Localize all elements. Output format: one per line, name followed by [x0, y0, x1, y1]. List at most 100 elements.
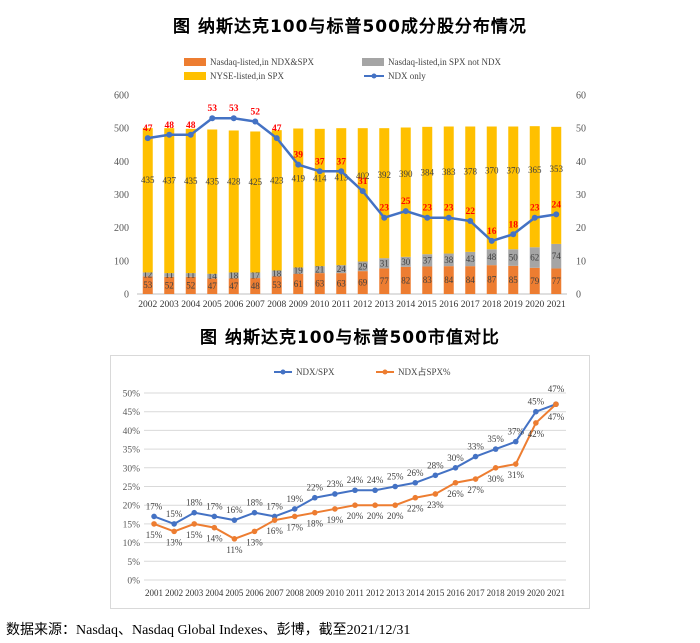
x-tick-label: 2007 — [246, 300, 265, 310]
series-value-label: 30% — [487, 474, 504, 484]
stacked-bar-chart: Nasdaq-listed,in NDX&SPX Nasdaq-listed,in… — [114, 57, 586, 310]
series-point — [533, 408, 539, 415]
ndx-only-label: 22 — [466, 207, 476, 217]
x-tick-label: 2016 — [439, 300, 458, 310]
bar-value-label: 52 — [165, 280, 174, 290]
ndx-only-point — [187, 131, 194, 138]
bar-value-label: 425 — [249, 177, 263, 187]
x-tick-label: 2020 — [525, 300, 544, 310]
bar-value-label: 435 — [206, 176, 220, 186]
series-point — [412, 479, 419, 486]
bar-value-label: 17 — [251, 270, 261, 280]
ndx-only-label: 18 — [509, 220, 519, 230]
y-tick-label: 500 — [114, 124, 129, 135]
bar-value-label: 428 — [227, 177, 241, 187]
bar-segment — [443, 253, 454, 267]
y-tick-label: 0% — [127, 577, 140, 587]
series-value-label: 28% — [427, 460, 444, 470]
bar-segment — [142, 276, 153, 294]
bar-segment — [314, 266, 325, 274]
bar-value-label: 423 — [270, 176, 284, 186]
ndx-only-label: 23 — [380, 204, 390, 214]
series-point — [291, 506, 298, 512]
ndx-only-point — [144, 135, 151, 142]
bar-segment — [271, 270, 282, 277]
series-point — [151, 521, 157, 527]
bar-segment — [400, 127, 411, 257]
series-point — [352, 502, 358, 508]
series-value-label: 13% — [166, 537, 183, 547]
bar-value-label: 53 — [272, 280, 282, 290]
x-tick-label: 2003 — [185, 588, 204, 598]
bar-segment — [443, 266, 454, 294]
series-value-label: 31% — [508, 470, 525, 480]
bar-segment — [465, 266, 476, 294]
bar-segment — [422, 266, 433, 294]
series-point — [352, 487, 358, 494]
bar-value-label: 12 — [143, 269, 152, 279]
bar-segment — [250, 278, 261, 294]
bar-segment — [142, 272, 153, 277]
legend-marker-3 — [371, 73, 377, 79]
bar-segment — [164, 128, 175, 274]
bar-segment — [357, 128, 368, 262]
series-point — [412, 494, 419, 501]
x-tick-label: 2013 — [375, 300, 394, 310]
series-point — [492, 465, 499, 471]
series-value-label: 18% — [246, 498, 263, 508]
bar-value-label: 87 — [487, 275, 497, 285]
bar-value-label: 30 — [401, 257, 411, 267]
ndx-only-label: 48 — [165, 121, 175, 131]
bar-value-label: 11 — [186, 270, 195, 280]
ndx-only-label: 39 — [294, 151, 304, 161]
bar-segment — [293, 128, 304, 268]
ndx-only-point — [510, 231, 517, 238]
bar-segment — [228, 278, 239, 294]
bar-value-label: 77 — [552, 276, 562, 286]
series-value-label: 16% — [226, 505, 243, 515]
series-value-label: 22% — [307, 483, 324, 493]
bar-segment — [207, 278, 218, 294]
series-value-label: 26% — [407, 468, 424, 478]
bar-value-label: 413 — [335, 172, 349, 182]
x-tick-label: 2019 — [507, 588, 526, 598]
x-tick-label: 2011 — [346, 588, 364, 598]
series-point — [312, 509, 318, 516]
x-tick-label: 2004 — [181, 300, 200, 310]
bar-value-label: 79 — [530, 276, 540, 286]
ndx-only-point — [402, 208, 409, 215]
bar-value-label: 19 — [294, 266, 304, 276]
bar-segment — [293, 273, 304, 294]
y-tick-label: 400 — [114, 157, 129, 168]
bar-segment — [357, 271, 368, 294]
legend-label-3: NDX only — [388, 71, 426, 81]
series-point — [211, 513, 218, 520]
bar-value-label: 370 — [507, 166, 521, 176]
bar-value-label: 378 — [464, 167, 478, 177]
bar-segment — [529, 267, 540, 294]
series-value-label: 24% — [367, 475, 384, 485]
bar-value-label: 384 — [421, 168, 435, 178]
x-tick-label: 2004 — [205, 588, 224, 598]
bar-value-label: 353 — [550, 164, 564, 174]
series-value-label: 35% — [487, 434, 504, 444]
y-tick-label: 200 — [114, 223, 129, 234]
x-tick-label: 2018 — [487, 588, 506, 598]
series-point — [332, 491, 338, 497]
x-tick-label: 2014 — [396, 300, 415, 310]
series-value-label: 27% — [467, 485, 484, 495]
bar-value-label: 84 — [444, 275, 454, 285]
bar-value-label: 43 — [466, 254, 476, 264]
ndx-only-label: 23 — [444, 204, 454, 214]
bar-segment — [185, 276, 196, 294]
bar-segment — [250, 272, 261, 279]
x-tick-label: 2017 — [467, 588, 486, 598]
bar-segment — [164, 276, 175, 294]
ndx-only-label: 31 — [358, 177, 368, 187]
series-value-label: 11% — [226, 545, 243, 555]
y-tick-label: 15% — [123, 520, 141, 530]
bar-value-label: 69 — [358, 278, 368, 288]
legend-swatch-1 — [362, 58, 384, 66]
x-tick-label: 2006 — [246, 588, 265, 598]
bar-segment — [379, 258, 390, 269]
